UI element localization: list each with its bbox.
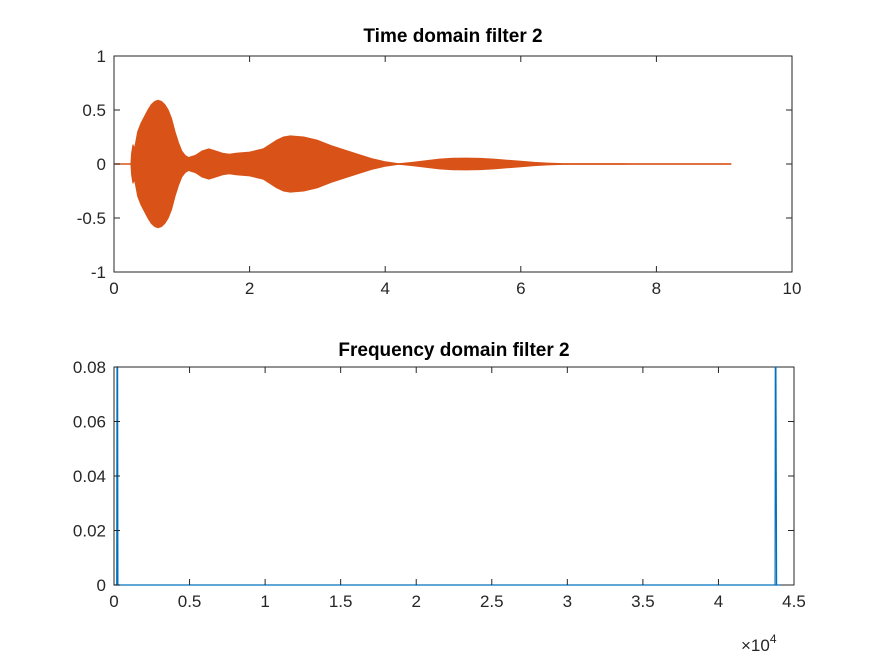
y-tick-label: 0.08 [73,358,106,377]
time-domain-title: Time domain filter 2 [363,26,542,47]
frequency-domain-title: Frequency domain filter 2 [338,340,569,361]
y-tick-label: 0 [97,576,106,595]
y-tick-label: -0.5 [77,209,106,228]
x-tick-label: 2 [411,592,420,611]
time-domain-x-ticks: 0 2 4 6 8 10 [109,56,801,298]
x-tick-label: 2 [245,279,254,298]
x-tick-label: 4 [714,592,723,611]
x-tick-label: 8 [652,279,661,298]
y-tick-label: 0.5 [82,101,106,120]
x-axis-exponent-base: ×10 [741,636,770,655]
frequency-domain-panel: Frequency domain filter 2 0 0.5 1 1.5 2 2.5 3 3… [73,340,806,655]
frequency-spectrum-line [114,366,781,586]
y-tick-label: 0.04 [73,467,106,486]
x-tick-label: 6 [516,279,525,298]
x-tick-label: 3 [563,592,572,611]
x-tick-label: 1.5 [329,592,353,611]
x-tick-label: 10 [783,279,802,298]
y-tick-label: 1 [97,47,106,66]
x-axis-exponent-label: ×104 [741,632,777,655]
y-tick-label: 0.06 [73,413,106,432]
x-axis-exponent-power: 4 [770,632,777,646]
x-tick-label: 4.5 [782,592,806,611]
x-tick-label: 1 [260,592,269,611]
time-domain-series [114,99,732,229]
y-tick-label: 0 [97,155,106,174]
x-tick-label: 2.5 [480,592,504,611]
frequency-domain-y-ticks: 0 0.02 0.04 0.06 0.08 [73,358,794,595]
x-tick-label: 3.5 [631,592,655,611]
x-tick-label: 0 [109,279,118,298]
frequency-domain-series [114,366,781,586]
y-tick-label: -1 [91,263,106,282]
frequency-domain-axes [113,366,795,586]
time-domain-panel: Time domain filter 2 0 2 4 6 8 10 -1 -0.5 0 0.5 1 [77,26,802,298]
time-domain-y-ticks: -1 -0.5 0 0.5 1 [77,47,792,282]
x-tick-label: 0 [109,592,118,611]
x-tick-label: 4 [380,279,389,298]
x-tick-label: 0.5 [178,592,202,611]
y-tick-label: 0.02 [73,522,106,541]
frequency-domain-x-ticks: 0 0.5 1 1.5 2 2.5 3 3.5 4 4.5 [109,367,806,611]
